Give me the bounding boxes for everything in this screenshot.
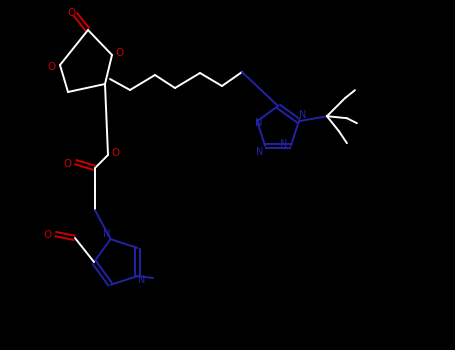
Text: O: O bbox=[67, 8, 75, 18]
Text: N: N bbox=[299, 110, 307, 120]
Text: N: N bbox=[280, 139, 288, 149]
Text: N: N bbox=[103, 229, 110, 239]
Text: N: N bbox=[255, 118, 263, 128]
Text: O: O bbox=[116, 48, 124, 58]
Text: O: O bbox=[63, 159, 71, 169]
Text: N: N bbox=[256, 147, 264, 157]
Text: O: O bbox=[43, 230, 51, 240]
Text: O: O bbox=[48, 62, 56, 72]
Text: N: N bbox=[138, 275, 145, 285]
Text: O: O bbox=[112, 148, 120, 158]
